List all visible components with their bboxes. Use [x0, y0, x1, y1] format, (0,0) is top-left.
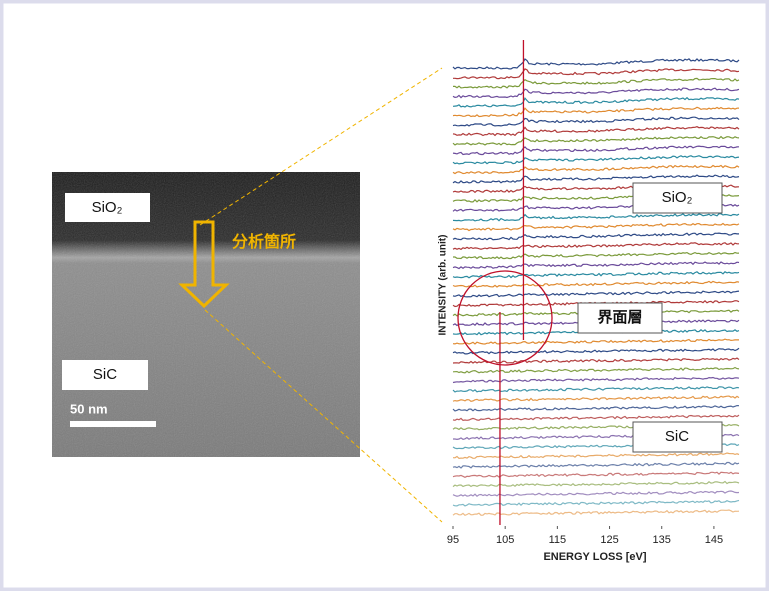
x-tick-label: 105	[496, 534, 514, 546]
figure: SiO₂ SiC 50 nm 分析箇所 INTENSITY (arb. unit…	[0, 0, 769, 591]
tem-image: SiO₂ SiC 50 nm 分析箇所	[52, 172, 360, 457]
x-tick-label: 125	[600, 534, 618, 546]
scale-bar	[70, 421, 156, 427]
x-tick-label: 115	[549, 534, 567, 546]
region-label: 界面層	[597, 309, 642, 326]
x-axis-label: ENERGY LOSS [eV]	[543, 551, 646, 563]
tem-bottom-label: SiC	[93, 366, 117, 383]
y-axis-label: INTENSITY (arb. unit)	[438, 235, 449, 336]
scale-bar-label: 50 nm	[70, 401, 108, 416]
tem-top-label: SiO₂	[92, 199, 123, 216]
x-tick-label: 145	[705, 534, 723, 546]
arrow-label: 分析箇所	[232, 232, 296, 251]
region-label: SiO₂	[662, 189, 693, 206]
x-tick-label: 135	[653, 534, 671, 546]
x-tick-label: 95	[447, 534, 459, 546]
region-label: SiC	[665, 428, 689, 445]
